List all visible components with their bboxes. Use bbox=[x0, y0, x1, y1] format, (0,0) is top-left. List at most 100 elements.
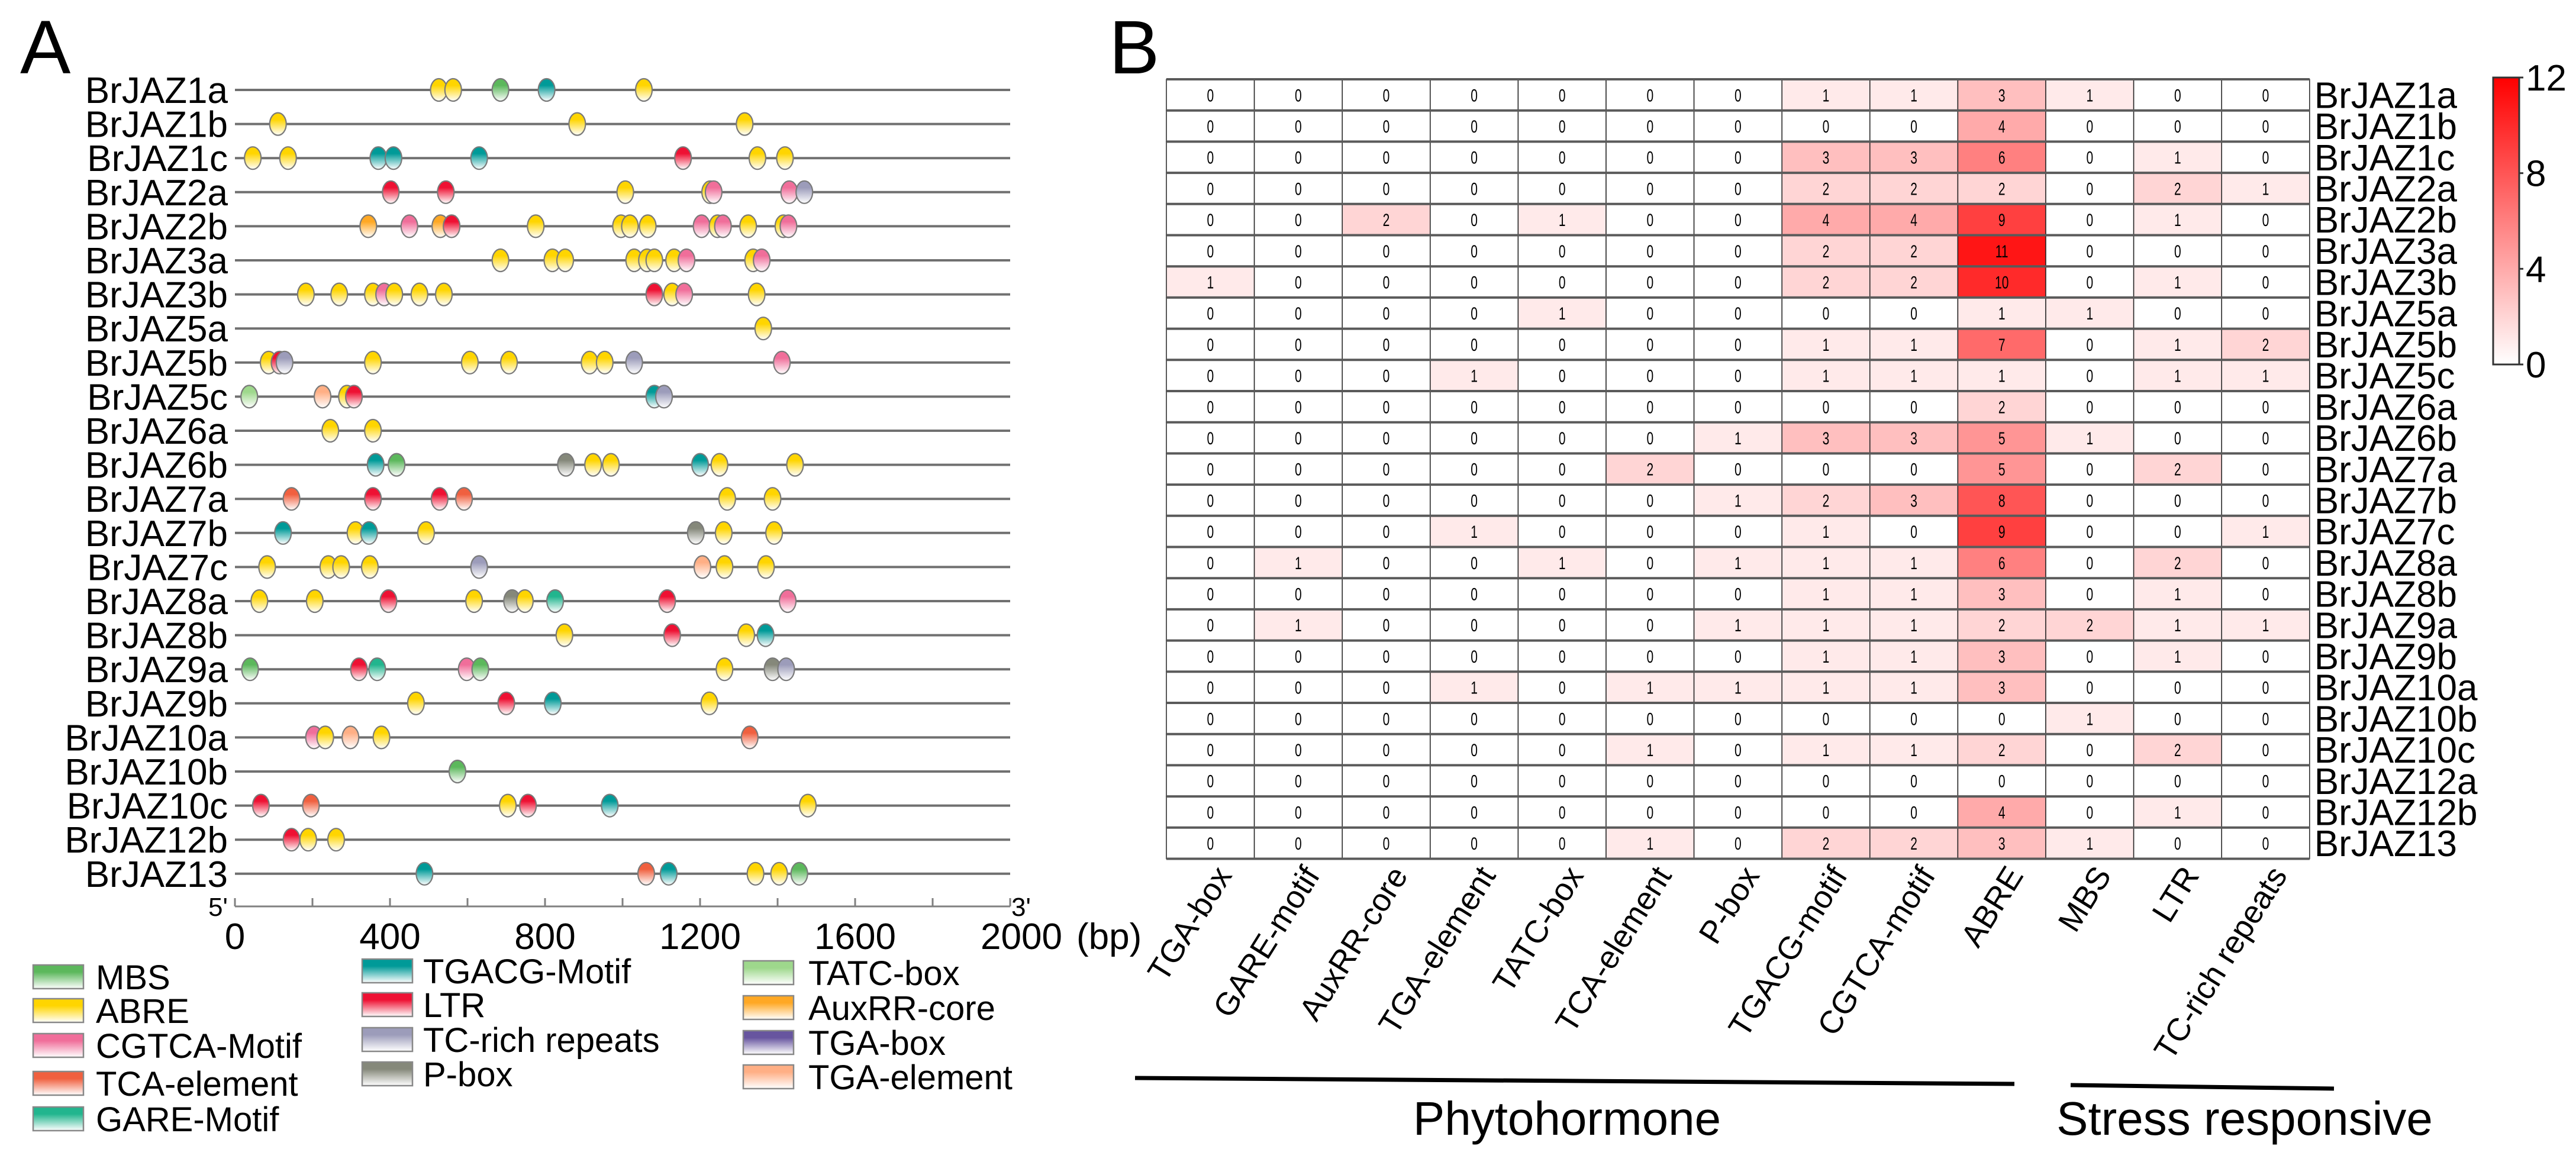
motif-marker bbox=[499, 793, 517, 818]
gene-label: BrJAZ9b bbox=[85, 684, 228, 725]
cell-value: 0 bbox=[1910, 710, 1917, 729]
cell-value: 0 bbox=[2262, 305, 2269, 324]
heatmap-cell bbox=[2045, 234, 2135, 267]
cell-value: 1 bbox=[1823, 86, 1830, 105]
motif-marker bbox=[269, 112, 287, 136]
cell-value: 1 bbox=[2262, 616, 2269, 635]
heatmap-cell bbox=[2221, 390, 2310, 423]
heatmap-cell bbox=[2133, 577, 2222, 610]
cell-value: 0 bbox=[1207, 430, 1214, 448]
cell-value: 0 bbox=[1559, 647, 1566, 666]
cell-value: 1 bbox=[1471, 679, 1478, 698]
cell-value: 0 bbox=[1559, 772, 1566, 791]
cell-value: 0 bbox=[1559, 118, 1566, 137]
cell-value: 0 bbox=[1471, 803, 1478, 822]
cell-value: 1 bbox=[1646, 741, 1653, 760]
motif-marker bbox=[798, 793, 817, 818]
motif-marker bbox=[715, 657, 734, 682]
cell-value: 0 bbox=[1207, 118, 1214, 137]
heatmap-cell bbox=[1517, 733, 1607, 766]
cell-value: 0 bbox=[1383, 86, 1390, 105]
cell-value: 6 bbox=[1998, 554, 2006, 573]
cell-value: 1 bbox=[1734, 430, 1742, 448]
heatmap-cell bbox=[1693, 577, 1782, 610]
cell-value: 0 bbox=[2262, 772, 2269, 791]
heatmap-cell bbox=[1957, 453, 2046, 485]
motif-marker bbox=[739, 214, 757, 238]
cell-value: 0 bbox=[2262, 430, 2269, 448]
motif-marker bbox=[470, 146, 488, 170]
heatmap-cell bbox=[1957, 297, 2046, 330]
heatmap-cell bbox=[2133, 421, 2222, 454]
legend-label: TGA-element bbox=[808, 1058, 1013, 1097]
cell-value: 1 bbox=[2174, 273, 2181, 292]
cell-value: 1 bbox=[1823, 679, 1830, 698]
cell-value: 0 bbox=[2086, 335, 2093, 354]
row-label: BrJAZ13 bbox=[2314, 824, 2457, 864]
motif-marker bbox=[692, 214, 711, 238]
motif-marker bbox=[455, 487, 473, 511]
motif-marker bbox=[332, 555, 350, 579]
motif-marker bbox=[305, 589, 324, 614]
row-label: BrJAZ6b bbox=[2314, 418, 2457, 459]
colorbar-tick-label: 8 bbox=[2526, 154, 2546, 195]
three-prime-label: 3' bbox=[1011, 893, 1031, 922]
heatmap-cell bbox=[1781, 109, 1871, 143]
cell-value: 0 bbox=[1471, 492, 1478, 511]
cell-value: 0 bbox=[1646, 398, 1653, 417]
cell-value: 0 bbox=[1295, 398, 1302, 417]
motif-marker bbox=[360, 555, 379, 579]
heatmap-cell bbox=[1166, 390, 1255, 423]
cell-value: 9 bbox=[1998, 211, 2006, 230]
cell-value: 3 bbox=[1998, 86, 2006, 105]
motif-marker bbox=[415, 861, 434, 886]
heatmap-cell bbox=[1517, 390, 1607, 423]
motif-marker bbox=[519, 793, 537, 818]
heatmap-cell bbox=[1166, 515, 1255, 548]
cell-value: 0 bbox=[1295, 803, 1302, 822]
heatmap-cell bbox=[1430, 484, 1519, 517]
heatmap-cell bbox=[1605, 297, 1695, 330]
heatmap-cell bbox=[2221, 640, 2310, 673]
gene-row: BrJAZ7c bbox=[87, 547, 1010, 588]
heatmap-cell bbox=[1869, 702, 1959, 735]
gene-label: BrJAZ8a bbox=[85, 582, 228, 622]
cell-value: 0 bbox=[1207, 554, 1214, 573]
cell-value: 2 bbox=[2174, 460, 2181, 479]
motif-marker bbox=[777, 657, 795, 682]
cell-value: 1 bbox=[2086, 430, 2093, 448]
cell-value: 0 bbox=[1295, 741, 1302, 760]
cell-value: 0 bbox=[1207, 616, 1214, 635]
heatmap-cell bbox=[1517, 577, 1607, 610]
heatmap-cell bbox=[1605, 141, 1695, 173]
motif-marker bbox=[736, 112, 754, 136]
cell-value: 0 bbox=[1295, 180, 1302, 199]
cell-value: 0 bbox=[1471, 211, 1478, 230]
row-label: BrJAZ10c bbox=[2314, 730, 2475, 771]
legend-label: AuxRR-core bbox=[808, 989, 995, 1028]
motif-marker bbox=[410, 282, 428, 306]
heatmap-cell bbox=[2133, 671, 2222, 703]
cell-value: 0 bbox=[1295, 367, 1302, 386]
cell-value: 0 bbox=[1734, 585, 1742, 604]
heatmap-cell bbox=[1430, 266, 1519, 298]
cell-value: 3 bbox=[1823, 149, 1830, 167]
gene-label: BrJAZ7c bbox=[87, 547, 228, 588]
motif-marker bbox=[691, 453, 710, 477]
motif-marker bbox=[282, 828, 301, 852]
heatmap-cell bbox=[1781, 421, 1871, 454]
cell-value: 0 bbox=[1383, 335, 1390, 354]
gene-row: BrJAZ6a bbox=[85, 411, 1010, 452]
cell-value: 0 bbox=[2262, 211, 2269, 230]
cell-value: 0 bbox=[1646, 430, 1653, 448]
cell-value: 0 bbox=[1823, 460, 1830, 479]
gene-row: BrJAZ7b bbox=[85, 514, 1010, 554]
cell-value: 0 bbox=[1646, 647, 1653, 666]
cell-value: 0 bbox=[1207, 492, 1214, 511]
heatmap-cell bbox=[2045, 79, 2135, 111]
cell-value: 0 bbox=[1559, 367, 1566, 386]
cell-value: 0 bbox=[1559, 741, 1566, 760]
motif-marker bbox=[515, 589, 534, 614]
heatmap-cell bbox=[1430, 297, 1519, 330]
heatmap-cell bbox=[2221, 671, 2310, 703]
